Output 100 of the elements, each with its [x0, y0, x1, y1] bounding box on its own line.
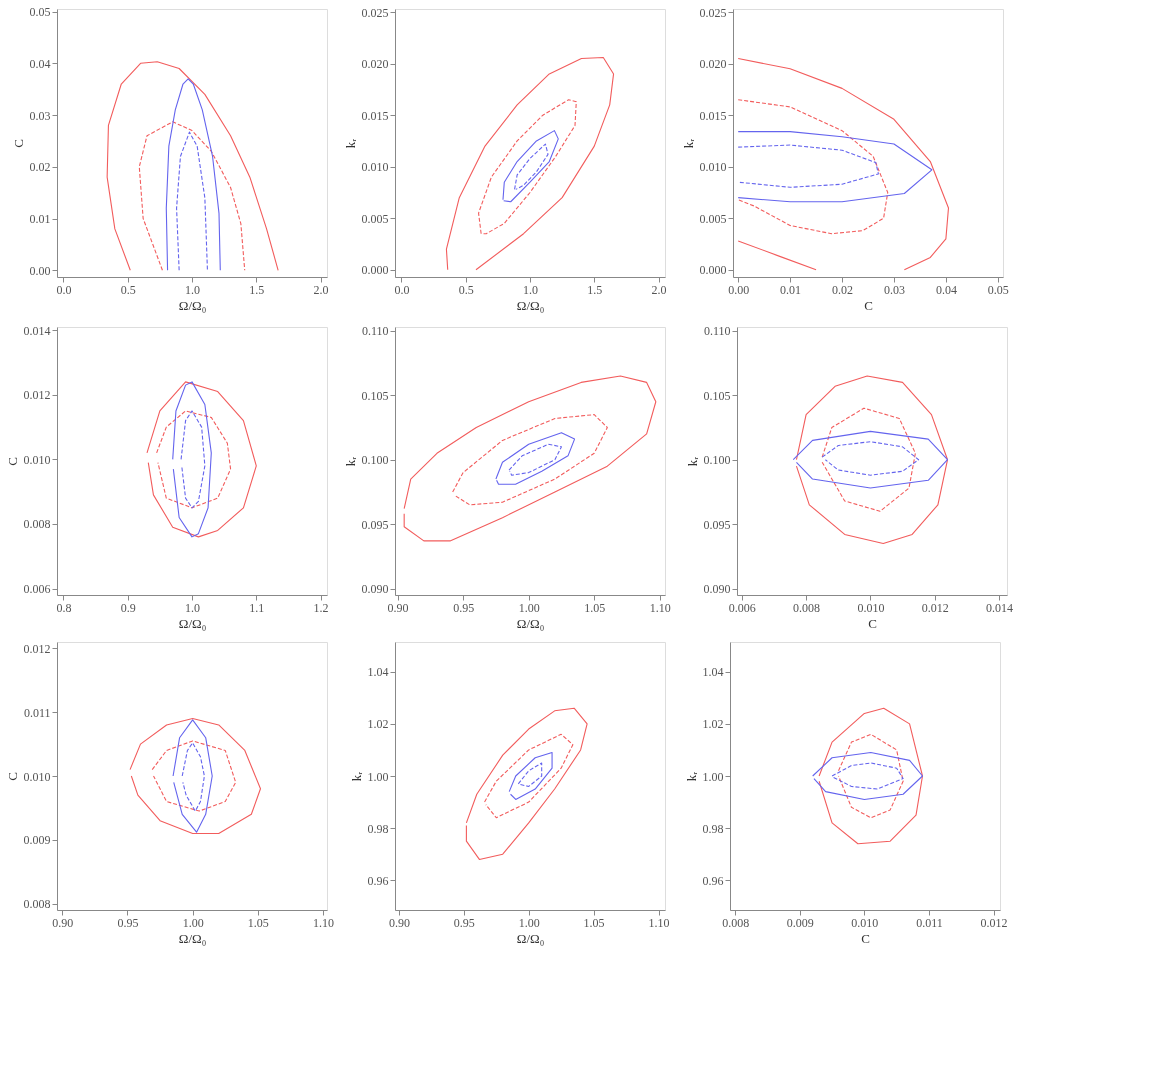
- y-tick-label: 0.96: [702, 873, 724, 888]
- y-tick-label: 0.98: [702, 821, 724, 836]
- y-axis-title: kᵣ: [683, 771, 699, 782]
- y-tick-label: 0.008: [23, 897, 51, 912]
- y-tick-label: 0.005: [699, 211, 727, 226]
- y-tick-label: 0.025: [699, 5, 727, 20]
- y-tick-label: 0.000: [361, 263, 389, 278]
- x-tick-label: 2.0: [313, 282, 329, 297]
- y-axis-title: C: [10, 139, 26, 148]
- y-tick-label: 0.01: [29, 212, 51, 227]
- y-tick-label: 0.090: [703, 582, 731, 597]
- line-series: [106, 61, 279, 271]
- x-tick-label: 1.0: [185, 600, 200, 615]
- y-tick-label: 0.010: [23, 769, 51, 784]
- x-tick-label: 1.2: [313, 600, 329, 615]
- x-tick-label: 0.02: [832, 282, 854, 297]
- y-tick-label: 0.000: [699, 263, 727, 278]
- y-tick-label: 0.100: [703, 453, 731, 468]
- x-axis-title: Ω/Ω₀: [178, 615, 207, 631]
- y-tick-label: 0.105: [703, 388, 731, 403]
- x-tick-label: 1.05: [584, 600, 606, 615]
- y-axis-title: kᵣ: [348, 771, 364, 782]
- x-tick-label: 0.9: [120, 600, 136, 615]
- x-tick-label: 0.03: [883, 282, 905, 297]
- x-tick-label: 0.008: [793, 600, 821, 615]
- x-axis-title: Ω/Ω₀: [516, 930, 545, 946]
- line-series: [172, 381, 212, 538]
- y-tick-label: 0.010: [23, 452, 51, 467]
- y-tick-label: 0.010: [361, 160, 389, 175]
- x-tick-label: 0.8: [56, 600, 72, 615]
- line-series: [181, 742, 205, 812]
- y-tick-label: 0.015: [361, 108, 389, 123]
- x-tick-label: 0.0: [56, 282, 72, 297]
- y-axis-title: C: [4, 457, 20, 466]
- y-tick-label: 0.008: [23, 517, 51, 532]
- x-tick-label: 0.014: [985, 600, 1013, 615]
- line-series: [151, 740, 237, 812]
- x-tick-label: 1.0: [523, 282, 538, 297]
- x-axis-title: Ω/Ω₀: [178, 930, 207, 946]
- y-axis-title: kᵣ: [684, 456, 700, 467]
- line-series: [484, 733, 574, 819]
- y-tick-label: 0.010: [699, 160, 727, 175]
- x-tick-label: 0.012: [980, 915, 1008, 930]
- x-tick-label: 0.009: [786, 915, 814, 930]
- line-series: [129, 718, 262, 834]
- y-tick-label: 0.090: [361, 582, 389, 597]
- line-series: [821, 441, 920, 476]
- y-tick-label: 0.006: [23, 582, 51, 597]
- x-tick-label: 0.05: [987, 282, 1009, 297]
- line-series: [795, 375, 949, 545]
- y-tick-label: 0.03: [29, 108, 51, 123]
- x-tick-label: 1.05: [583, 915, 605, 930]
- x-tick-label: 1.5: [587, 282, 603, 297]
- line-series: [172, 719, 213, 833]
- y-tick-label: 1.00: [367, 769, 389, 784]
- y-tick-label: 0.015: [699, 108, 727, 123]
- line-series: [821, 407, 916, 512]
- line-series: [831, 762, 904, 790]
- line-series: [737, 99, 889, 235]
- line-series: [514, 143, 549, 190]
- x-tick-label: 0.012: [921, 600, 949, 615]
- y-tick-label: 0.095: [361, 517, 389, 532]
- line-series: [138, 121, 246, 271]
- y-tick-label: 0.025: [361, 5, 389, 20]
- y-tick-label: 0.020: [361, 57, 389, 72]
- y-tick-label: 0.012: [23, 388, 51, 403]
- y-tick-label: 0.011: [23, 705, 51, 720]
- x-tick-label: 0.95: [453, 600, 475, 615]
- x-tick-label: 2.0: [651, 282, 667, 297]
- line-series: [737, 144, 879, 188]
- line-series: [508, 443, 563, 476]
- x-tick-label: 1.1: [249, 600, 265, 615]
- x-tick-label: 0.5: [458, 282, 474, 297]
- y-tick-label: 1.04: [367, 665, 389, 680]
- x-tick-label: 0.01: [780, 282, 802, 297]
- x-tick-label: 1.00: [182, 915, 204, 930]
- x-axis-title: Ω/Ω₀: [516, 297, 545, 313]
- line-series: [502, 130, 559, 203]
- line-series: [403, 375, 657, 542]
- y-tick-label: 0.02: [29, 160, 51, 175]
- y-tick-label: 0.105: [361, 388, 389, 403]
- y-axis-title: kᵣ: [342, 456, 358, 467]
- y-tick-label: 0.110: [361, 324, 389, 339]
- x-tick-label: 1.00: [518, 600, 540, 615]
- x-tick-label: 1.10: [313, 915, 335, 930]
- x-tick-label: 0.006: [728, 600, 756, 615]
- x-tick-label: 0.04: [935, 282, 957, 297]
- x-axis-title: C: [868, 615, 877, 631]
- x-axis-title: C: [861, 930, 870, 946]
- x-tick-label: 0.90: [388, 915, 410, 930]
- line-series: [818, 707, 924, 845]
- line-series: [452, 414, 608, 506]
- line-series: [465, 707, 588, 860]
- y-tick-label: 0.96: [367, 873, 389, 888]
- x-tick-label: 0.011: [916, 915, 943, 930]
- x-tick-label: 1.05: [247, 915, 269, 930]
- y-tick-label: 0.009: [23, 833, 51, 848]
- y-tick-label: 0.00: [29, 263, 51, 278]
- y-tick-label: 0.98: [367, 821, 389, 836]
- y-tick-label: 0.014: [23, 323, 51, 338]
